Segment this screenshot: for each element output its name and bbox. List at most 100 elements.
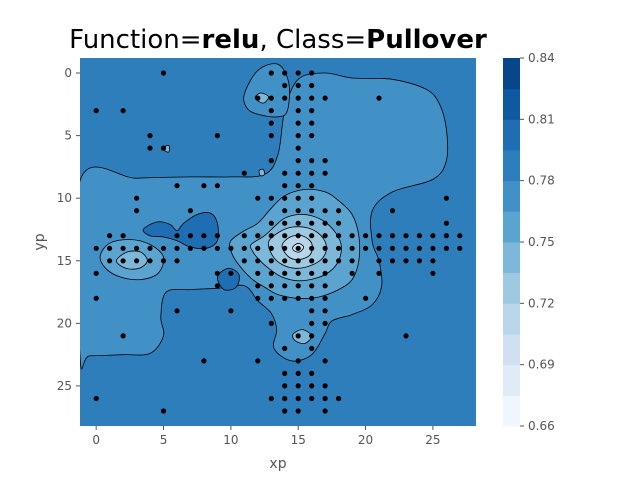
data-point: [309, 320, 315, 326]
data-point: [295, 233, 301, 239]
data-point: [268, 258, 274, 264]
data-point: [295, 82, 301, 89]
data-point: [214, 283, 220, 289]
data-point: [336, 233, 342, 239]
data-point: [268, 120, 274, 126]
data-point: [255, 258, 261, 264]
data-point: [282, 395, 288, 402]
x-tick-label: 15: [291, 433, 306, 447]
data-point: [309, 333, 315, 339]
chart-title-part: Pullover: [366, 25, 487, 55]
data-point: [309, 108, 315, 114]
data-point: [268, 233, 274, 239]
data-point: [295, 258, 301, 264]
colorbar-tick-label: 0.81: [528, 112, 555, 126]
data-point: [430, 270, 436, 276]
data-point: [120, 245, 126, 251]
data-point: [309, 158, 315, 164]
data-point: [309, 70, 315, 76]
data-point: [309, 208, 315, 214]
data-point: [403, 333, 409, 339]
data-point: [309, 395, 315, 402]
data-point: [282, 258, 288, 264]
data-point: [255, 95, 261, 101]
data-point: [336, 245, 342, 251]
data-point: [295, 95, 301, 101]
data-point: [160, 258, 167, 264]
data-point: [443, 233, 449, 239]
data-point: [282, 245, 288, 251]
data-point: [93, 108, 99, 114]
data-point: [295, 145, 301, 151]
data-point: [282, 195, 288, 201]
data-point: [120, 108, 126, 114]
data-point: [282, 70, 288, 76]
data-point: [295, 183, 301, 189]
data-point: [241, 170, 247, 176]
data-point: [187, 245, 193, 251]
data-point: [268, 270, 274, 276]
data-point: [309, 383, 315, 389]
colorbar-swatch: [503, 334, 520, 366]
data-point: [93, 270, 99, 276]
chart-title-part: Function=: [69, 25, 201, 55]
data-point: [268, 108, 274, 114]
data-point: [349, 245, 355, 251]
colorbar-swatch: [503, 58, 520, 90]
data-point: [376, 245, 382, 251]
data-point: [160, 245, 167, 251]
data-point: [322, 283, 328, 289]
data-point: [322, 220, 328, 226]
data-point: [295, 70, 301, 76]
data-point: [336, 208, 342, 214]
data-point: [309, 233, 315, 239]
data-point: [282, 370, 288, 376]
colorbar-tick-label: 0.75: [528, 235, 555, 249]
data-point: [295, 133, 301, 139]
data-point: [93, 245, 99, 251]
data-point: [309, 345, 315, 351]
data-point: [309, 95, 315, 101]
data-point: [282, 233, 288, 239]
data-point: [228, 245, 234, 251]
data-point: [228, 270, 234, 276]
data-point: [322, 320, 328, 326]
data-point: [309, 120, 315, 126]
data-point: [241, 258, 247, 264]
data-point: [174, 183, 180, 189]
data-point: [214, 270, 220, 276]
x-axis-label: xp: [269, 456, 286, 472]
data-point: [107, 233, 113, 239]
data-point: [187, 233, 193, 239]
data-point: [107, 245, 113, 251]
data-point: [214, 233, 220, 239]
data-point: [295, 195, 301, 201]
data-point: [363, 245, 369, 251]
data-point: [457, 245, 463, 251]
data-point: [309, 270, 315, 276]
contour-region: [292, 329, 313, 344]
data-point: [295, 358, 301, 364]
colorbar-tick-label: 0.66: [528, 419, 555, 433]
data-point: [255, 283, 261, 289]
data-point: [309, 82, 315, 89]
contour-region: [142, 212, 219, 250]
y-tick-label: 15: [57, 254, 72, 268]
chart-title-part: , Class=: [259, 25, 366, 55]
data-point: [403, 245, 409, 251]
data-point: [309, 258, 315, 264]
data-point: [309, 370, 315, 376]
data-point: [443, 245, 449, 251]
data-point: [295, 283, 301, 289]
data-point: [389, 233, 396, 239]
data-point: [255, 233, 261, 239]
data-point: [282, 408, 288, 414]
data-point: [309, 133, 315, 139]
colorbar-tick-label: 0.78: [528, 174, 555, 188]
colorbar-swatch: [503, 364, 520, 396]
data-point: [134, 195, 140, 201]
data-point: [457, 233, 463, 239]
data-point: [282, 95, 288, 101]
y-axis-ticks: 0 5 10 15 20 25: [57, 66, 80, 393]
